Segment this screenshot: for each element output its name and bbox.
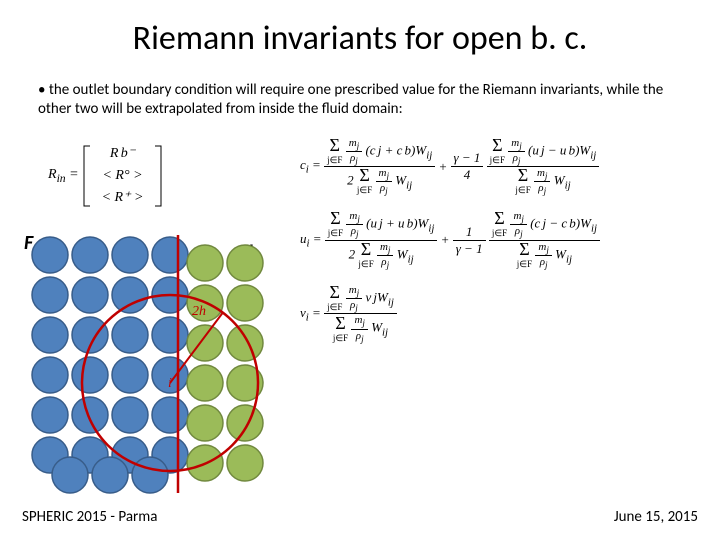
- content-area: Rin = R b⁻ < R° > < R⁺ > F b 2h i: [0, 127, 720, 358]
- slide-title: Riemann invariants for open b. c.: [0, 0, 720, 69]
- rin-row-2: < R° >: [102, 165, 144, 187]
- particle-diagram: 2h i: [20, 235, 290, 495]
- equation-u: ui = Σj∈F mjρj (u j + u b)Wij 2 Σj∈F mjρ…: [300, 210, 700, 270]
- rin-row-3: < R⁺ >: [102, 187, 144, 209]
- footer-left: SPHERIC 2015 - Parma: [22, 508, 157, 526]
- equation-c: ci = Σj∈F mjρj (c j + c b)Wij 2 Σj∈F mjρ…: [300, 137, 700, 197]
- right-column: ci = Σj∈F mjρj (c j + c b)Wij 2 Σj∈F mjρ…: [290, 137, 700, 358]
- right-bracket-icon: [153, 144, 163, 208]
- left-bracket-icon: [82, 144, 92, 208]
- label-i: i: [168, 376, 172, 391]
- bullet-text: • the outlet boundary condition will req…: [0, 69, 720, 127]
- footer-right: June 15, 2015: [614, 508, 698, 526]
- rin-equation: Rin = R b⁻ < R° > < R⁺ >: [48, 141, 163, 212]
- label-2h: 2h: [192, 304, 206, 319]
- rin-row-1: R b⁻: [102, 143, 144, 165]
- left-column: Rin = R b⁻ < R° > < R⁺ > F b 2h i: [20, 137, 290, 358]
- equation-v: vi = Σj∈F mjρj v jWij Σj∈F mjρj Wij: [300, 284, 700, 344]
